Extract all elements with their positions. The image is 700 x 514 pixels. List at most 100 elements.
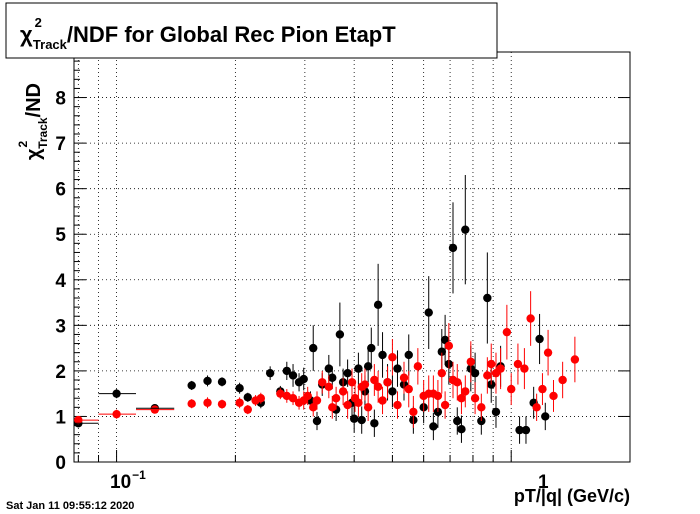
- y-tick-label: 4: [55, 271, 66, 292]
- data-point: [487, 359, 496, 369]
- y-tick-label: 1: [55, 407, 66, 428]
- data-point: [363, 403, 373, 412]
- data-point: [429, 422, 438, 431]
- data-point: [440, 400, 450, 410]
- data-point: [457, 394, 466, 403]
- data-point: [388, 353, 397, 362]
- data-point: [276, 389, 285, 398]
- data-point: [461, 387, 470, 396]
- data-point: [502, 327, 512, 337]
- y-tick-label: 0: [55, 453, 66, 474]
- y-tick-label: 2: [55, 362, 66, 383]
- data-point: [373, 382, 383, 392]
- data-point: [360, 380, 370, 389]
- title-sub: Track: [33, 37, 68, 52]
- data-point: [343, 400, 352, 410]
- data-point: [535, 334, 544, 344]
- data-point: [282, 366, 292, 376]
- data-point: [453, 416, 462, 426]
- data-point: [457, 425, 466, 434]
- data-point: [413, 362, 423, 371]
- axis-ticks: [74, 60, 631, 463]
- x-tick-label-1: 1: [538, 472, 549, 493]
- data-point: [393, 400, 402, 410]
- data-point: [187, 399, 196, 408]
- data-point: [312, 396, 322, 405]
- data-point: [335, 330, 345, 339]
- data-point: [363, 362, 373, 371]
- data-point: [491, 407, 501, 417]
- data-point: [470, 368, 480, 378]
- title-box: [5, 2, 498, 59]
- chart-title: χ 2 Track/NDF for Global Rec Pion EtapT: [20, 15, 396, 52]
- y-tick-label: 5: [55, 225, 66, 246]
- data-point: [347, 378, 357, 387]
- title-sup: 2: [35, 15, 42, 30]
- data-point: [309, 403, 318, 412]
- data-point: [444, 341, 454, 351]
- data-point: [483, 371, 492, 380]
- data-point: [309, 343, 318, 353]
- data-point: [235, 398, 244, 407]
- data-point: [324, 364, 334, 373]
- data-point: [570, 355, 580, 364]
- data-point: [558, 375, 567, 385]
- data-point: [538, 384, 547, 394]
- y-tick-label: 7: [55, 134, 66, 155]
- title-chi: χ: [20, 22, 33, 47]
- data-points: [74, 175, 580, 444]
- y-axis-label: χ2 Track/ND: [16, 83, 50, 160]
- data-point: [549, 391, 558, 401]
- data-point: [331, 394, 341, 403]
- timestamp: Sat Jan 11 09:55:12 2020: [6, 500, 134, 512]
- data-point: [399, 373, 409, 382]
- data-point: [496, 364, 505, 373]
- data-point: [299, 374, 308, 384]
- data-point: [243, 405, 252, 414]
- data-point: [370, 375, 379, 385]
- data-point: [318, 378, 327, 387]
- data-point: [448, 243, 458, 253]
- data-point: [513, 359, 523, 369]
- data-point: [526, 314, 535, 323]
- x-axis-label: pT/|q| (GeV/c): [514, 486, 630, 506]
- y-tick-label: 6: [55, 180, 66, 201]
- data-point: [354, 398, 363, 407]
- data-point: [466, 357, 476, 366]
- data-point: [404, 384, 413, 394]
- ylabel-chi: χ: [23, 148, 45, 160]
- data-point: [343, 368, 352, 378]
- grid: [74, 52, 631, 462]
- data-point: [357, 415, 366, 425]
- data-point: [312, 416, 322, 426]
- data-point: [370, 419, 379, 428]
- title-rest: /NDF for Global Rec Pion EtapT: [67, 22, 396, 47]
- data-point: [470, 394, 480, 403]
- data-point: [437, 368, 447, 378]
- data-point: [328, 403, 337, 412]
- data-point: [520, 364, 529, 373]
- data-point: [477, 403, 486, 412]
- data-point: [541, 412, 550, 421]
- data-point: [256, 394, 266, 403]
- data-point: [338, 387, 348, 396]
- data-point: [354, 364, 363, 373]
- data-point: [483, 293, 492, 303]
- data-point: [461, 225, 470, 234]
- data-point: [515, 425, 524, 435]
- data-point: [265, 368, 275, 378]
- data-point: [393, 364, 402, 373]
- data-point: [424, 308, 433, 317]
- data-point: [409, 407, 418, 417]
- data-point: [383, 378, 392, 387]
- data-point: [507, 384, 516, 394]
- data-point: [324, 382, 334, 392]
- data-point: [349, 414, 359, 423]
- data-point: [367, 343, 376, 353]
- data-point: [378, 350, 387, 360]
- data-point: [235, 384, 244, 393]
- data-point: [187, 381, 196, 390]
- ylabel-sup: 2: [16, 140, 30, 147]
